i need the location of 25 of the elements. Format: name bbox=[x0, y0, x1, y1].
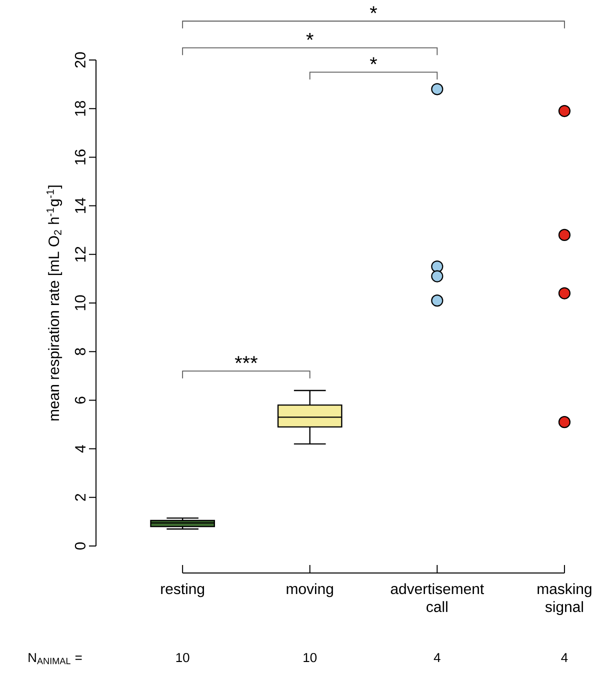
x-tick-label: masking signal bbox=[538, 583, 592, 616]
y-axis-title: mean respiration rate [mL O$_{2}$ h$^{-1}$g$^{-1}$] bbox=[46, 186, 62, 420]
y-tick-label: 20 bbox=[74, 52, 86, 68]
y-tick-label: 18 bbox=[74, 100, 86, 116]
text: * bbox=[370, 6, 378, 14]
x-tick-label: moving bbox=[286, 583, 333, 598]
annotation: * bbox=[370, 57, 378, 64]
y-tick-label: 12 bbox=[75, 246, 86, 262]
annotation: *** bbox=[234, 356, 258, 364]
y-tick-label: 0 bbox=[74, 542, 86, 550]
y-tick-label: 14 bbox=[75, 198, 86, 213]
y-tick-label: 16 bbox=[74, 150, 86, 164]
x-tick-label: advertisement call bbox=[390, 583, 484, 612]
x-tick-label: resting bbox=[161, 583, 204, 598]
y-tick-label: 10 bbox=[74, 295, 86, 310]
text: 4 bbox=[434, 653, 440, 662]
text: N$_{ANIMAL}$ = bbox=[28, 653, 82, 664]
text: 10 bbox=[176, 652, 190, 662]
y-tick-label: 8 bbox=[74, 348, 86, 356]
text: * bbox=[306, 32, 314, 40]
y-tick-label: 4 bbox=[75, 445, 86, 453]
y-tick-label: 6 bbox=[74, 396, 86, 404]
text: 4 bbox=[561, 653, 568, 662]
y-tick-label: 2 bbox=[75, 494, 86, 501]
text: 10 bbox=[304, 652, 317, 662]
